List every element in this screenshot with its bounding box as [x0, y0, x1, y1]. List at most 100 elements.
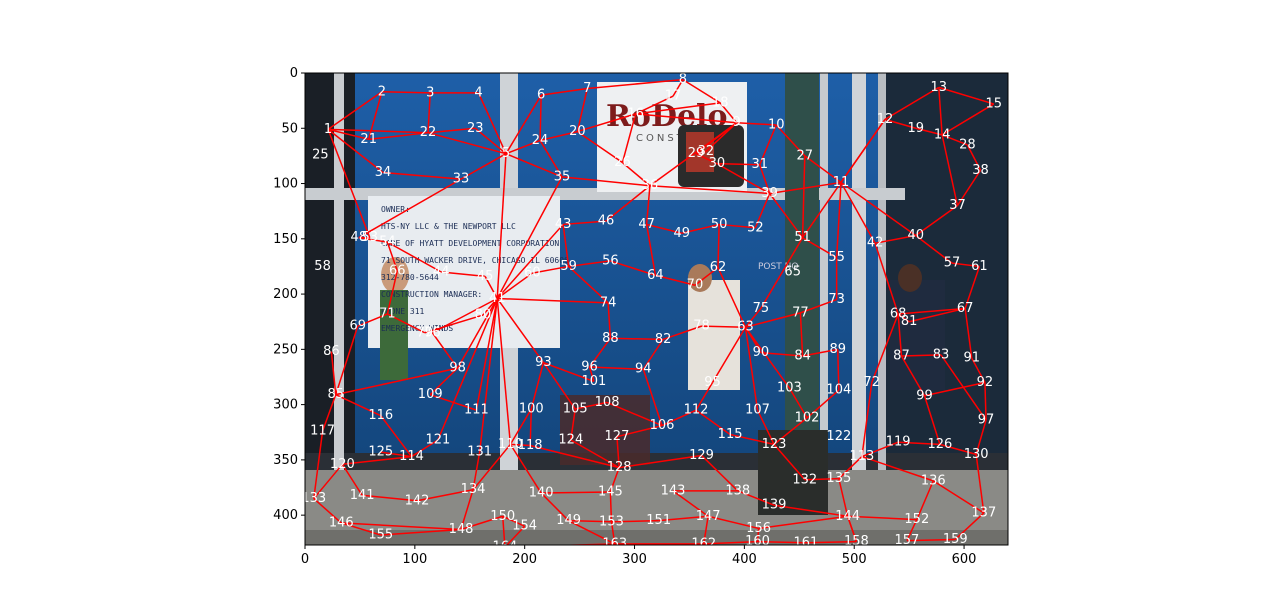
node-label: 45	[477, 269, 494, 284]
graph-edge	[432, 297, 498, 334]
graph-edge	[938, 87, 943, 135]
graph-edge	[773, 443, 806, 481]
graph-edge	[609, 467, 620, 493]
graph-edge	[835, 182, 842, 258]
y-tick-label: 200	[273, 287, 298, 302]
node-label: 40	[907, 228, 924, 243]
node-label: 48	[351, 230, 368, 245]
node-label: 80	[475, 308, 492, 323]
edge-layer	[313, 78, 995, 545]
graph-edge	[801, 182, 842, 239]
graph-edge	[898, 441, 940, 446]
node-label: 103	[777, 381, 802, 396]
node-label: 138	[725, 483, 750, 498]
graph-edge	[744, 326, 791, 389]
graph-edge	[472, 452, 481, 490]
graph-edge	[616, 424, 663, 438]
graph-edge	[717, 224, 720, 268]
graph-edge	[427, 131, 507, 155]
graph-edge	[541, 87, 588, 96]
graph-edge	[530, 362, 545, 410]
graph-edge	[681, 223, 720, 235]
node-label: 104	[826, 383, 851, 398]
graph-edge	[380, 451, 412, 458]
graph-edge	[505, 94, 542, 155]
graph-edge	[610, 521, 616, 545]
graph-edge	[861, 382, 873, 457]
node-label: 59	[560, 259, 577, 274]
node-label: 132	[792, 472, 817, 487]
graph-edge	[800, 298, 837, 314]
y-tick-label: 400	[273, 508, 298, 523]
node-label: 112	[684, 403, 709, 418]
graph-edge	[694, 266, 719, 286]
node-label: 126	[927, 437, 952, 452]
node-label: 78	[693, 319, 710, 334]
node-label: 111	[464, 403, 489, 418]
graph-edge	[327, 129, 371, 238]
node-label: 31	[751, 157, 768, 172]
node-label: 65	[784, 264, 801, 279]
node-label: 121	[425, 432, 450, 447]
node-label: 120	[330, 457, 355, 472]
node-label: 135	[826, 471, 851, 486]
node-label: 53	[362, 230, 379, 245]
node-label: 127	[605, 429, 630, 444]
node-label: 15	[985, 96, 1002, 111]
graph-edge	[847, 515, 917, 521]
graph-edge	[975, 419, 987, 455]
graph-edge	[576, 88, 589, 132]
graph-edge	[719, 102, 738, 124]
x-tick-label: 200	[512, 552, 537, 567]
graph-edge	[539, 130, 578, 142]
graph-edge	[737, 490, 775, 506]
graph-edge	[682, 78, 721, 104]
node-label: 5	[502, 146, 510, 161]
graph-edge	[716, 162, 760, 166]
node-label: 36	[642, 178, 659, 193]
owner-notice-line: HTS-NY LLC & THE NEWPORT LLC	[381, 222, 516, 231]
graph-edge	[642, 369, 663, 426]
node-label: 21	[360, 132, 377, 147]
graph-edge	[424, 314, 484, 334]
graph-edge	[367, 91, 383, 140]
sign-sub-text: CONSTR	[636, 133, 696, 144]
graph-edge	[588, 366, 595, 382]
node-label: 116	[368, 408, 393, 423]
graph-edge	[380, 415, 413, 458]
owner-notice-line: OWNER:	[381, 205, 410, 214]
graph-edge	[342, 455, 412, 466]
graph-edge	[610, 260, 656, 277]
node-label: 125	[368, 445, 393, 460]
graph-edge	[532, 265, 569, 274]
graph-edge	[510, 443, 531, 447]
node-label: 128	[607, 460, 632, 475]
graph-edge	[460, 515, 503, 531]
node-label: 3	[426, 85, 434, 100]
node-label: 119	[886, 435, 911, 450]
graph-edge	[769, 193, 804, 239]
node-label: 75	[753, 301, 770, 316]
node-label: 161	[793, 535, 818, 550]
graph-edge	[804, 477, 839, 481]
graph-edge	[570, 439, 620, 469]
graph-edge	[745, 312, 801, 328]
graph-edge	[711, 326, 747, 383]
graph-edge	[496, 153, 507, 299]
graph-edge	[539, 95, 542, 141]
y-axis: 0 50 100 150 200 250 300 350 400	[273, 66, 305, 523]
node-label: 118	[518, 438, 543, 453]
graph-edge	[971, 357, 986, 383]
node-label: 4	[474, 85, 482, 100]
graph-edge	[588, 337, 611, 368]
node-label: 107	[745, 403, 770, 418]
graph-edge	[501, 516, 506, 545]
graph-edge	[884, 118, 916, 129]
graph-edge	[861, 455, 934, 482]
graph-edge	[607, 302, 612, 339]
node-label: 1	[324, 122, 332, 137]
node-label: 41	[489, 291, 506, 306]
graph-edge	[736, 121, 777, 126]
node-label: 55	[828, 250, 845, 265]
